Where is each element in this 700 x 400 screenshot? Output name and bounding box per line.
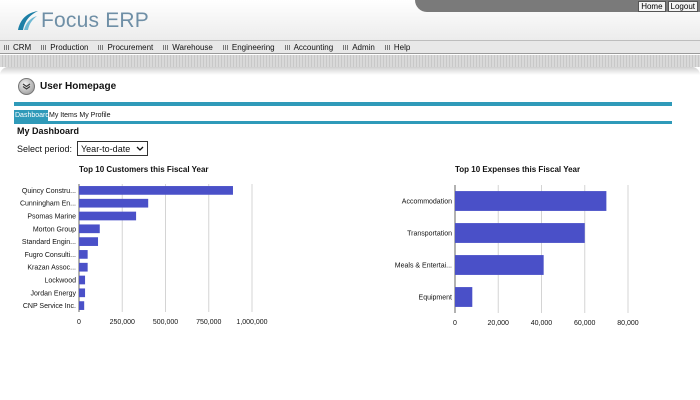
decorative-band (0, 55, 700, 67)
category-label: Cunningham En... (20, 201, 76, 208)
menu-item-label: CRM (13, 42, 32, 52)
home-link[interactable]: Home (638, 1, 666, 12)
category-label: Standard Engin... (22, 239, 76, 246)
menu-item-label: Engineering (231, 42, 275, 52)
category-label: Psomas Marine (27, 214, 76, 221)
menu-grip-icon (284, 44, 291, 50)
tab-line-bottom (14, 121, 672, 124)
logo-text: Focus ERP (41, 9, 149, 32)
bar (79, 237, 99, 246)
tick-label: 80,000 (617, 320, 639, 327)
category-label: Transportation (407, 231, 452, 238)
period-label: Select period: (17, 144, 73, 154)
menu-item-engineering[interactable]: Engineering (222, 42, 275, 52)
bar (79, 211, 137, 221)
customers-chart-title: Top 10 Customers this Fiscal Year (79, 165, 209, 174)
bar (79, 224, 100, 234)
category-label: Meals & Entertai... (395, 263, 452, 270)
bar (79, 186, 233, 195)
tick-label: 750,000 (196, 319, 221, 326)
tick-label: 250,000 (110, 319, 135, 326)
category-label: Equipment (419, 295, 453, 302)
tick-label: 0 (453, 320, 457, 327)
header: Home Logout Focus ERP (0, 0, 700, 40)
category-label: Accommodation (402, 199, 452, 206)
category-label: Fugro Consulti... (25, 252, 76, 259)
bar (79, 250, 88, 259)
bar (455, 223, 585, 243)
category-label: Krazan Assoc... (27, 265, 76, 272)
tab-my-items[interactable]: My Items (49, 112, 78, 119)
logo-swoosh-icon (18, 11, 38, 30)
top-links: Home Logout (638, 1, 698, 12)
select-chevron-icon (136, 146, 144, 151)
top-link-strip: Home Logout (415, 0, 700, 12)
tick-label: 60,000 (574, 320, 596, 327)
menu-item-crm[interactable]: CRM (4, 43, 31, 52)
bar (79, 262, 88, 272)
menu-item-label: Admin (352, 42, 375, 52)
collapse-chevron-icon[interactable] (18, 78, 35, 95)
menu-grip-icon (384, 44, 391, 50)
menu-grip-icon (343, 44, 350, 50)
menu-grip-icon (222, 44, 229, 50)
expenses-chart-title: Top 10 Expenses this Fiscal Year (455, 165, 581, 174)
menu-grip-icon (41, 44, 48, 50)
tick-label: 500,000 (153, 319, 178, 326)
tab-dashboard[interactable]: Dashboard (14, 110, 48, 121)
menu-item-label: Procurement (107, 42, 154, 52)
tab-my-profile[interactable]: My Profile (79, 112, 111, 119)
tick-label: 0 (77, 319, 81, 326)
bar (79, 198, 149, 208)
page-title: User Homepage (40, 81, 117, 92)
tick-label: 20,000 (488, 320, 510, 327)
tab-bar: Dashboard My Items My Profile (14, 110, 672, 121)
menu-item-production[interactable]: Production (41, 43, 88, 52)
tick-label: 40,000 (531, 320, 553, 327)
menu-item-label: Accounting (293, 42, 334, 52)
category-label: CNP Service Inc. (23, 303, 76, 310)
period-select-value: Year-to-date (81, 143, 131, 154)
menu-item-warehouse[interactable]: Warehouse (163, 43, 213, 52)
category-label: Jordan Energy (30, 290, 76, 297)
menu-item-label: Warehouse (172, 42, 213, 52)
chevron-down-icon (22, 83, 31, 90)
category-label: Lockwood (44, 278, 76, 285)
menu-item-label: Help (393, 42, 411, 52)
menu-grip-icon (163, 44, 170, 50)
bar (79, 288, 86, 298)
expenses-chart: Accommodation Transportation Meals & Enter… (395, 185, 639, 327)
bar (455, 191, 607, 211)
menu-grip-icon (98, 44, 105, 50)
bar (79, 275, 86, 285)
menu-item-procurement[interactable]: Procurement (98, 43, 153, 52)
bar (455, 255, 544, 275)
tab-line-top (14, 102, 672, 106)
page-title-row: User Homepage (18, 78, 116, 95)
menu-item-label: Production (50, 42, 89, 52)
tick-label: 1,000,000 (236, 319, 267, 326)
menu-grip-icon (4, 44, 10, 50)
logout-link[interactable]: Logout (667, 1, 698, 12)
logo: Focus ERP (14, 8, 149, 34)
menubar: CRM Production Procurement Warehouse Eng… (0, 40, 700, 54)
bar (455, 287, 473, 307)
customers-chart: Quincy Constru... Cunningham En... Psomas … (20, 184, 268, 326)
bar (79, 301, 85, 310)
menu-item-accounting[interactable]: Accounting (284, 42, 334, 52)
period-select[interactable]: Year-to-date (77, 141, 148, 156)
section-title: My Dashboard (17, 126, 80, 136)
category-label: Quincy Constru... (22, 188, 76, 195)
menu-item-help[interactable]: Help (384, 42, 411, 52)
content-top-edge (0, 67, 700, 75)
category-label: Morton Group (33, 226, 76, 233)
menu-item-admin[interactable]: Admin (343, 43, 375, 52)
